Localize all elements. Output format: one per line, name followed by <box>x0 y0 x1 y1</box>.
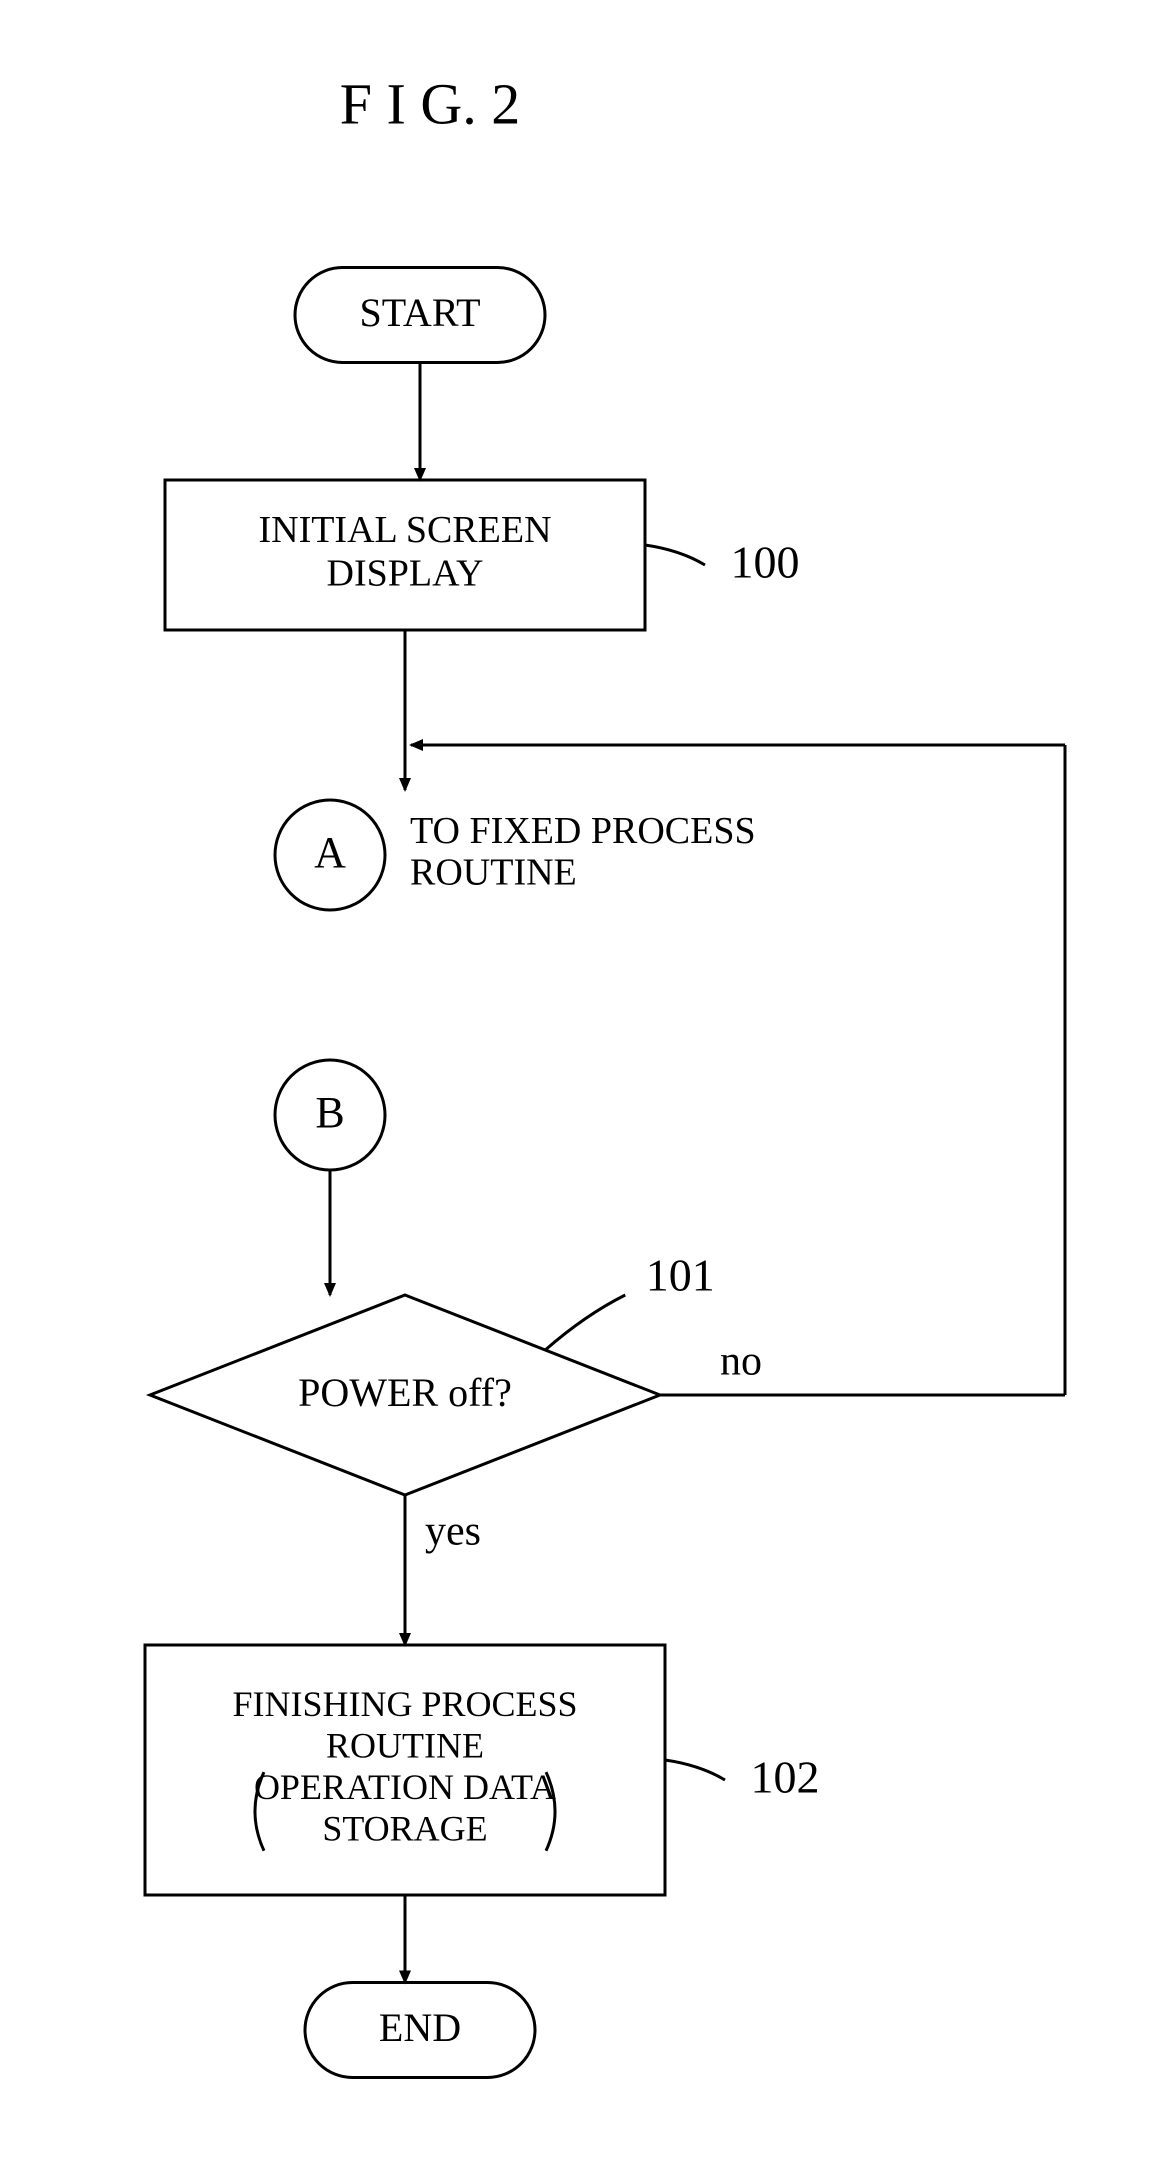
no-label: no <box>720 1339 762 1385</box>
figure-title: F I G. 2 <box>340 71 520 136</box>
end-node-label: END <box>379 2005 461 2050</box>
finishing-process-node-line-3: STORAGE <box>322 1808 487 1848</box>
connector-a-label: A <box>314 828 346 877</box>
connector-a-side-0: TO FIXED PROCESS <box>410 810 756 852</box>
power-off-decision-label: POWER off? <box>298 1370 512 1415</box>
finishing-process-node-line-1: ROUTINE <box>326 1726 484 1766</box>
initial-screen-node-ref: 100 <box>731 537 800 588</box>
finishing-process-node-line-0: FINISHING PROCESS <box>232 1684 577 1724</box>
connector-b-label: B <box>315 1088 344 1137</box>
initial-screen-node-ref-leader <box>645 545 705 565</box>
yes-label: yes <box>425 1509 481 1555</box>
power-off-decision-ref-leader <box>545 1295 625 1350</box>
flowchart: F I G. 2 START INITIAL SCREENDISPLAY 100 A TO… <box>0 0 1165 2165</box>
start-node-label: START <box>359 290 480 335</box>
initial-screen-node-line-1: DISPLAY <box>327 553 484 595</box>
connector-a-side-1: ROUTINE <box>410 852 577 894</box>
finishing-process-node-ref-leader <box>665 1760 725 1780</box>
finishing-process-node-ref: 102 <box>751 1752 820 1803</box>
initial-screen-node-line-0: INITIAL SCREEN <box>258 509 551 551</box>
finishing-process-node-line-2: OPERATION DATA <box>254 1767 556 1807</box>
power-off-decision-ref: 101 <box>646 1250 715 1301</box>
